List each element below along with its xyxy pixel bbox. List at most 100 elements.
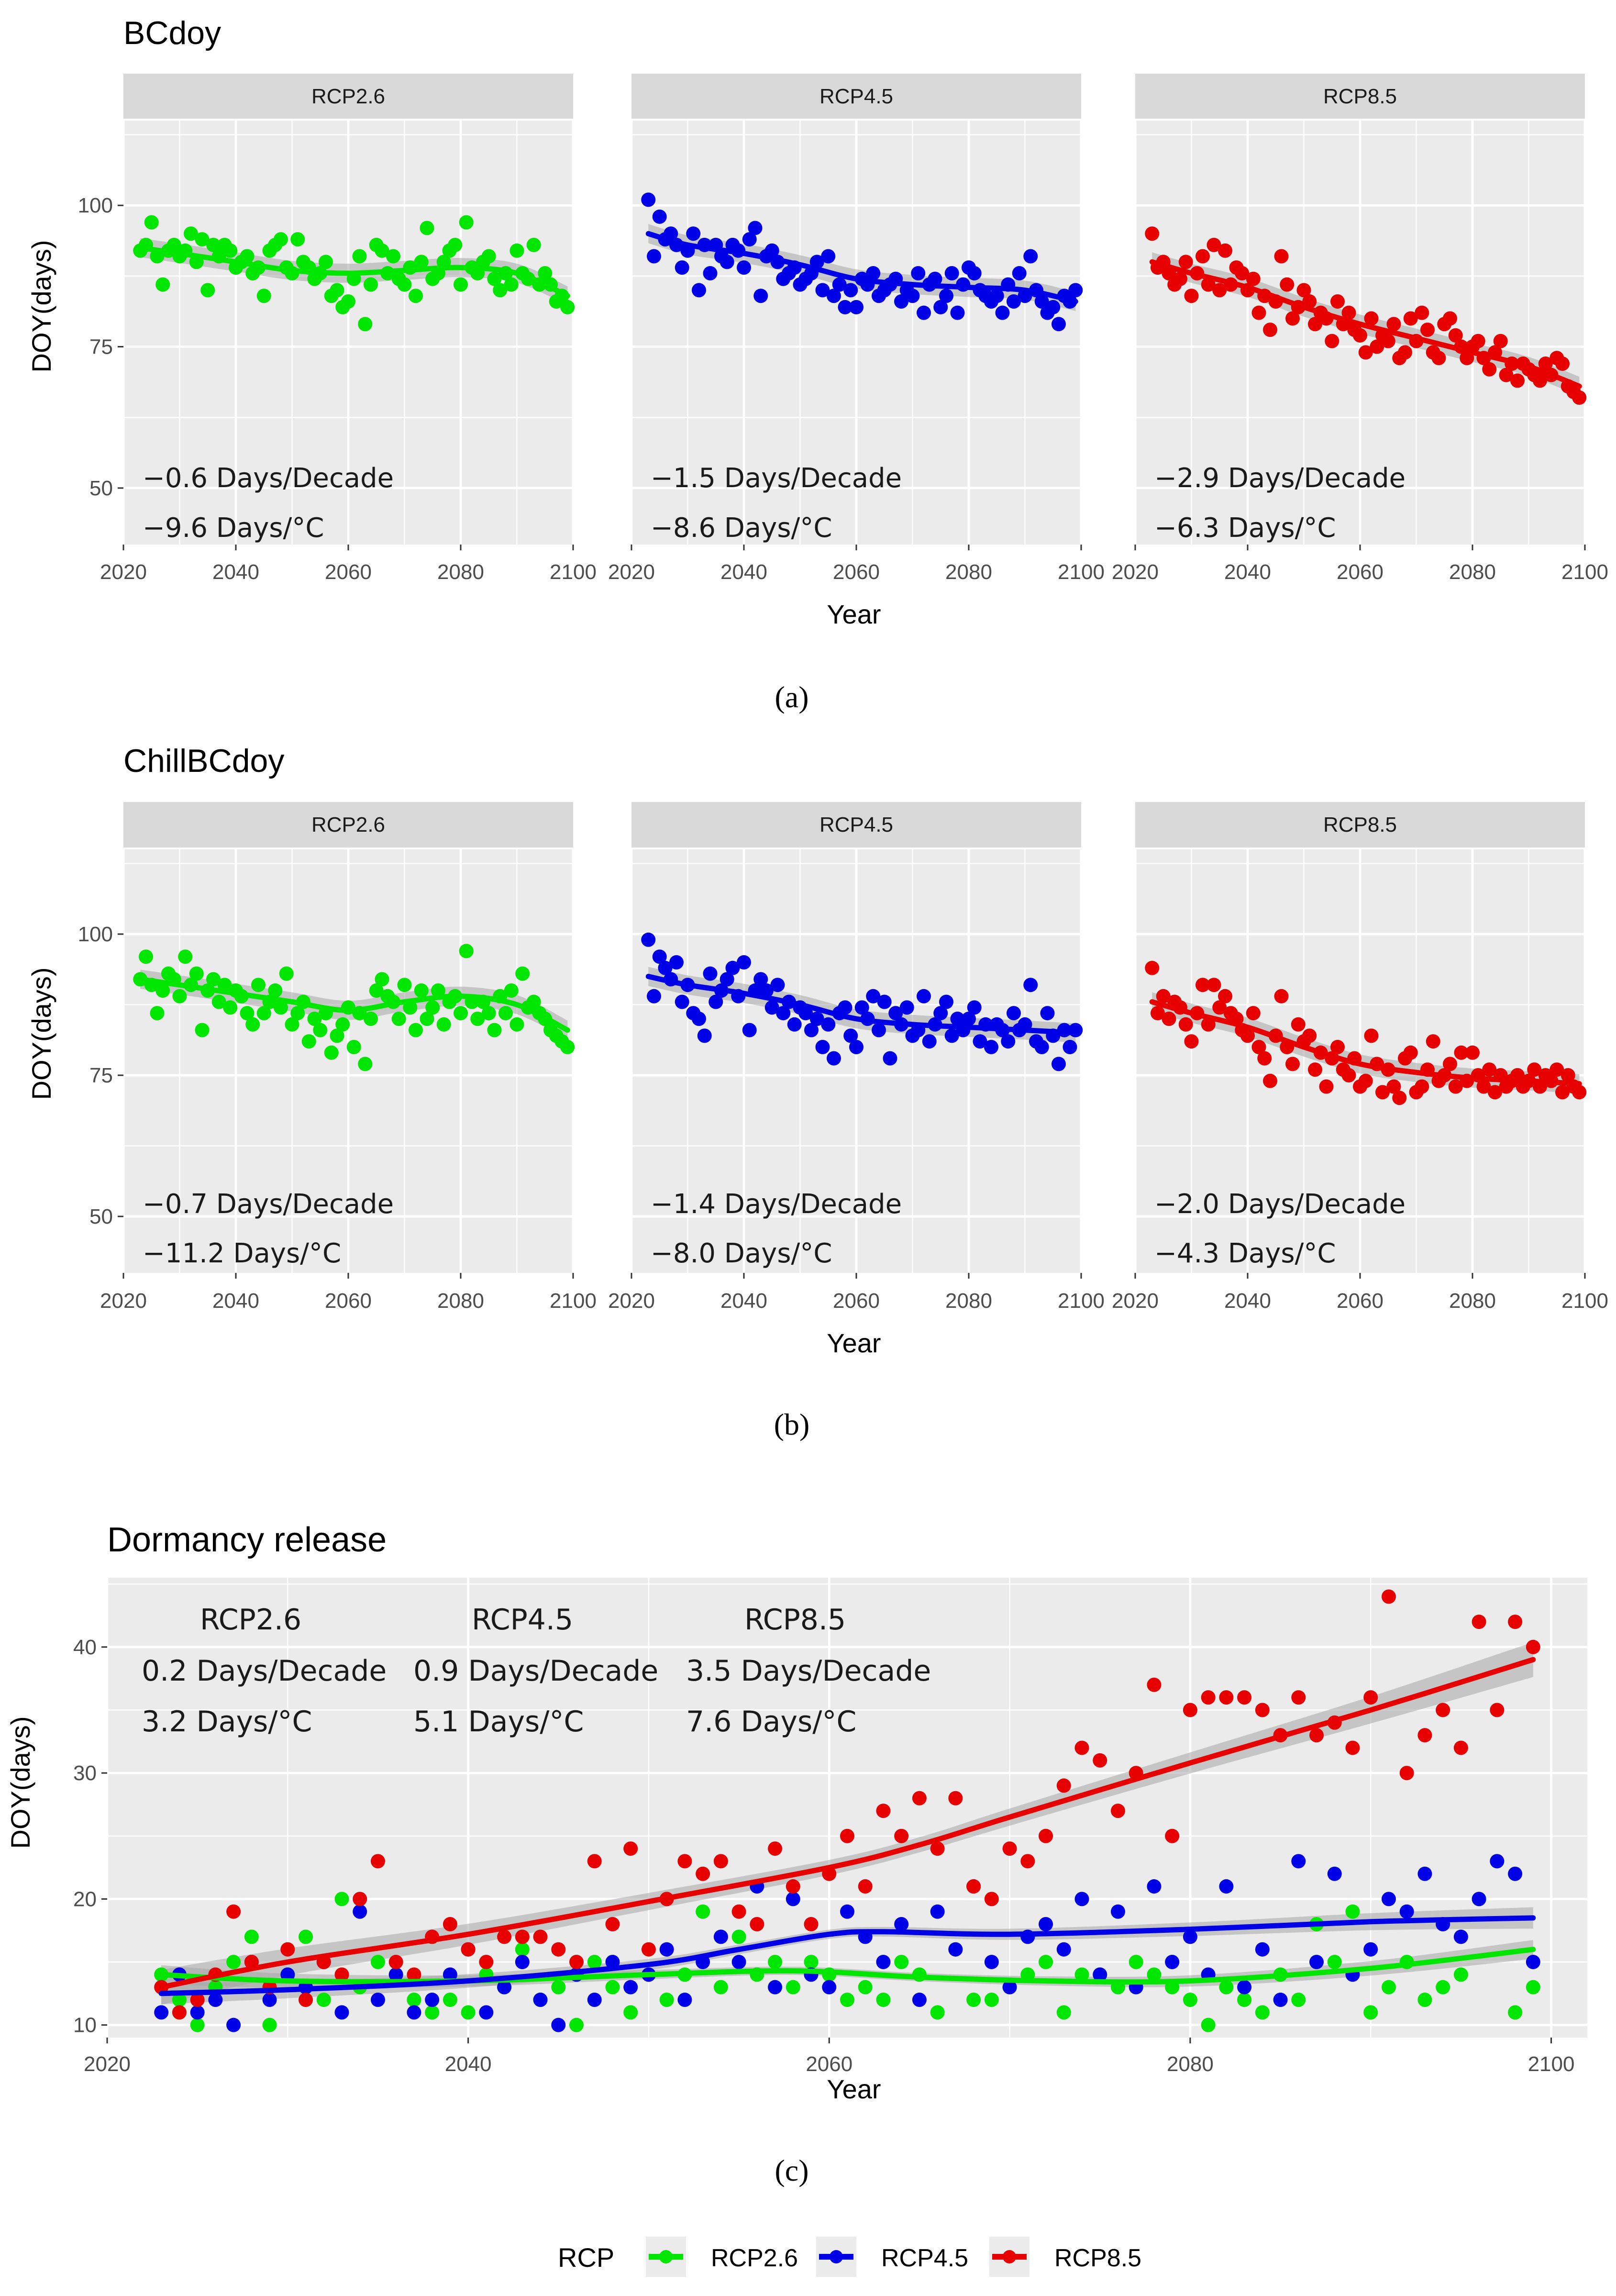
- p1-f1-point: [866, 989, 881, 1003]
- p0-f2-point: [1195, 249, 1210, 264]
- pc-RCP4.5-point: [1453, 1929, 1468, 1944]
- panel-c-plot: 10 20 30 40 2020 2040 2060 2080 2100 RCP2.6 0.2 Da…: [73, 1578, 1587, 2076]
- p0-f2-point: [1510, 373, 1525, 388]
- p1-f1-xtick-label: 2060: [833, 1289, 880, 1313]
- p0-f2-point: [1330, 294, 1345, 309]
- p0-f0-point: [155, 277, 170, 292]
- p0-f2-point: [1386, 317, 1401, 332]
- pc-RCP8.5-point: [1291, 1690, 1306, 1705]
- p1-f0-point: [515, 966, 530, 981]
- p1-f1-point: [809, 1012, 824, 1026]
- pc-RCP8.5-point: [1417, 1728, 1432, 1743]
- p1-f1-point: [1046, 1028, 1061, 1043]
- caption-b: (b): [774, 1407, 810, 1441]
- p0-f2-xtick-label: 2080: [1449, 560, 1496, 584]
- p1-f1-point: [899, 1000, 914, 1015]
- p1-f2-point: [1527, 1062, 1542, 1077]
- pc-RCP8.5-point: [1381, 1589, 1396, 1604]
- p0-f2-point: [1493, 334, 1508, 348]
- p0-f0-point: [431, 266, 445, 280]
- pc-RCP8.5-point: [1201, 1690, 1216, 1705]
- p1-f2-annotation: −4.3 Days/°C: [1154, 1238, 1336, 1269]
- p0-f1-point: [1052, 317, 1066, 332]
- p1-f2-point: [1173, 1000, 1187, 1015]
- p0-f1-point: [664, 226, 678, 241]
- pc-RCP4.5-point: [731, 1955, 746, 1970]
- p0-f1-xtick-label: 2080: [945, 560, 992, 584]
- p1-f2-xtick-label: 2080: [1449, 1289, 1496, 1313]
- p1-f2-point: [1201, 1017, 1216, 1032]
- p0-f0-ytick-label: 100: [78, 194, 113, 217]
- p1-f0-point: [133, 972, 148, 987]
- pc-RCP2.6-point: [1453, 1967, 1468, 1982]
- p1-f1-point: [697, 1028, 712, 1043]
- p0-f0-point: [330, 283, 344, 298]
- p0-f2-point: [1409, 334, 1424, 348]
- pc-RCP4.5-point: [1237, 1980, 1252, 1995]
- p0-f1-point: [748, 221, 763, 235]
- p1-f2-point: [1195, 978, 1210, 992]
- p1-f0-ytick-label: 75: [89, 1064, 113, 1087]
- p1-f0-point: [481, 1006, 496, 1021]
- p1-f0-point: [139, 949, 153, 964]
- pc-RCP8.5-point: [551, 1942, 566, 1957]
- legend-title: RCP: [558, 2242, 614, 2273]
- pc-RCP4.5-point: [497, 1980, 512, 1995]
- pc-RCP8.5-point: [461, 1942, 476, 1957]
- p0-f0-point: [200, 283, 215, 298]
- pc-annotation-line: 3.5 Days/Decade: [686, 1654, 931, 1688]
- pc-RCP8.5-point: [1039, 1828, 1053, 1843]
- p1-f0-xtick-label: 2100: [550, 1289, 597, 1313]
- p0-f1-point: [1023, 249, 1038, 264]
- p0-f1-point: [787, 260, 802, 275]
- p0-f0-point: [290, 232, 305, 247]
- pc-RCP2.6-point: [1436, 1980, 1450, 1995]
- p1-f1-point: [658, 960, 673, 975]
- p0-f1-point: [911, 266, 926, 280]
- p1-f1-point: [1007, 1006, 1021, 1021]
- pc-RCP4.5-point: [677, 1993, 692, 2007]
- pc-RCP4.5-point: [1056, 1942, 1071, 1957]
- p1-f0-point: [448, 989, 463, 1003]
- p0-f1-point: [888, 271, 903, 286]
- pc-RCP8.5-point: [479, 1955, 494, 1970]
- p0-f0-point: [352, 249, 367, 264]
- p0-f0-point: [189, 255, 204, 269]
- pc-RCP2.6-point: [425, 2005, 440, 2020]
- pc-RCP2.6-point: [858, 1980, 873, 1995]
- p1-f0-point: [476, 994, 490, 1009]
- pc-RCP8.5-point: [713, 1854, 728, 1869]
- pc-RCP4.5-point: [190, 2005, 205, 2020]
- pc-RCP2.6-point: [840, 1993, 854, 2007]
- p1-f0-point: [195, 1023, 210, 1037]
- p1-f0-point: [352, 1006, 367, 1021]
- pc-annotation-line: 7.6 Days/°C: [686, 1705, 856, 1739]
- pc-RCP4.5-point: [370, 1993, 385, 2007]
- pc-RCP4.5-point: [154, 2005, 169, 2020]
- p1-f2-point: [1257, 1051, 1272, 1066]
- p1-f0-point: [346, 1040, 361, 1054]
- p1-f0-point: [509, 1017, 524, 1032]
- p0-f1-point: [669, 237, 684, 252]
- p1-f1-point: [719, 972, 734, 987]
- pc-RCP4.5-point: [1273, 1993, 1288, 2007]
- p0-f0-point: [470, 266, 485, 280]
- pc-RCP2.6-point: [713, 1980, 728, 1995]
- p1-f2-point: [1313, 1045, 1328, 1060]
- p1-f1-point: [888, 1006, 903, 1021]
- p0-f2-point: [1370, 339, 1384, 354]
- pc-RCP4.5-point: [1183, 1929, 1197, 1944]
- p1-f2-point: [1426, 1034, 1440, 1049]
- p1-f0-point: [369, 983, 384, 998]
- panel-a-facets: RCP2.6 50 75 100 2020 2040 2060 2080 2100 −0.6 Da…: [78, 74, 1608, 584]
- p0-f2-point: [1398, 345, 1412, 360]
- pc-RCP4.5-point: [822, 1980, 837, 1995]
- pc-RCP8.5-point: [515, 1929, 530, 1944]
- p0-f0-ytick-label: 50: [89, 477, 113, 500]
- pc-RCP4.5-trend-line: [158, 1915, 1536, 1996]
- p0-f2-point: [1482, 362, 1497, 377]
- pc-RCP4.5-point: [388, 1967, 403, 1982]
- pc-RCP4.5-point: [768, 1980, 783, 1995]
- panel-c-title: Dormancy release: [107, 1521, 387, 1559]
- legend: RCP RCP2.6 RCP4.5 RCP8.5: [558, 2237, 1141, 2277]
